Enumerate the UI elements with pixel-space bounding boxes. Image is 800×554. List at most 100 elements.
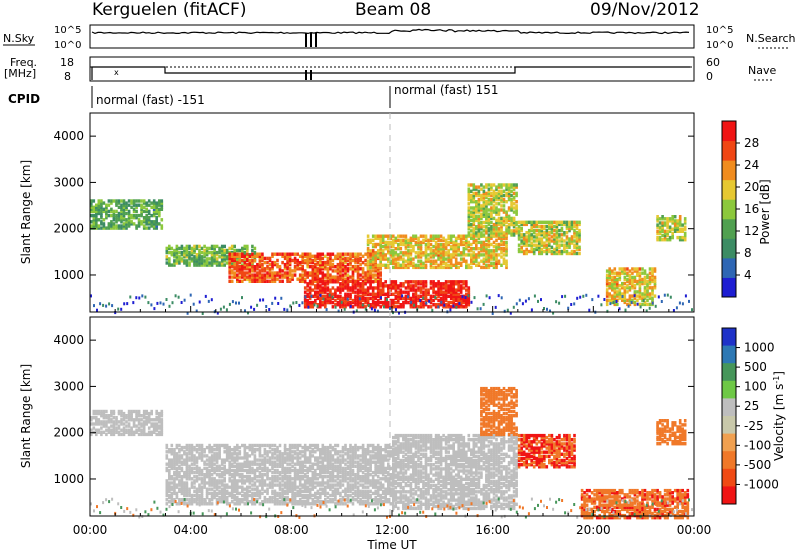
heatmap-cell	[369, 269, 372, 273]
heatmap-cell	[204, 294, 207, 298]
heatmap-cell	[253, 468, 257, 473]
heatmap-cell	[286, 262, 289, 267]
heatmap-cell	[374, 251, 377, 255]
heatmap-cell	[510, 185, 513, 189]
heatmap-cell	[256, 303, 259, 307]
heatmap-cell	[648, 294, 652, 298]
heatmap-cell	[308, 273, 312, 277]
heatmap-cell	[173, 259, 176, 263]
heatmap-cell	[147, 216, 151, 220]
heatmap-cell	[341, 284, 345, 288]
heatmap-cell	[218, 443, 221, 448]
heatmap-cell	[158, 418, 161, 422]
heatmap-cell	[434, 236, 438, 240]
heatmap-cell	[203, 500, 206, 504]
heatmap-cell	[286, 491, 289, 496]
heatmap-cell	[246, 254, 249, 258]
heatmap-cell	[452, 234, 455, 238]
heatmap-cell	[578, 251, 581, 256]
heatmap-cell	[605, 290, 609, 294]
heatmap-cell	[238, 301, 240, 305]
heatmap-cell	[575, 245, 579, 249]
heatmap-cell	[190, 481, 194, 485]
heatmap-cell	[288, 452, 292, 456]
heatmap-cell	[293, 498, 297, 502]
heatmap-cell	[281, 464, 284, 468]
heatmap-cell	[475, 214, 478, 218]
heatmap-cell	[349, 258, 352, 263]
heatmap-cell	[570, 241, 574, 245]
heatmap-cell	[213, 255, 216, 259]
heatmap-cell	[429, 296, 433, 301]
heatmap-cell	[170, 246, 174, 251]
heatmap-cell	[424, 298, 428, 303]
heatmap-cell	[341, 254, 345, 258]
heatmap-cell	[147, 226, 151, 230]
heatmap-cell	[110, 428, 113, 432]
heatmap-cell	[422, 296, 425, 300]
heatmap-cell	[552, 311, 555, 315]
heatmap-cell	[303, 495, 307, 500]
heatmap-cell	[210, 495, 214, 500]
heatmap-cell	[510, 229, 513, 233]
heatmap-cell	[495, 208, 498, 212]
heatmap-cell	[205, 470, 209, 475]
heatmap-cell	[200, 481, 204, 485]
heatmap-cell	[681, 235, 684, 240]
heatmap-cell	[266, 267, 269, 271]
heatmap-cell	[575, 224, 579, 229]
heatmap-cell	[444, 244, 448, 249]
heatmap-cell	[384, 300, 387, 305]
heatmap-cell	[147, 416, 151, 420]
heatmap-cell	[470, 265, 473, 270]
heatmap-cell	[422, 282, 425, 286]
heatmap-cell	[424, 255, 428, 259]
heatmap-cell	[218, 456, 221, 460]
heatmap-cell	[344, 265, 347, 269]
heatmap-cell	[658, 235, 662, 240]
heatmap-cell	[437, 255, 440, 259]
heatmap-cell	[314, 254, 317, 258]
heatmap-cell	[412, 294, 415, 298]
heatmap-cell	[122, 428, 126, 432]
heatmap-cell	[502, 233, 506, 237]
heatmap-cell	[218, 491, 221, 496]
heatmap-cell	[92, 209, 96, 214]
heatmap-cell	[160, 218, 164, 222]
heatmap-cell	[472, 216, 476, 221]
heatmap-cell	[439, 238, 443, 242]
heatmap-cell	[115, 420, 118, 424]
heatmap-cell	[379, 244, 382, 249]
heatmap-cell	[495, 263, 498, 267]
heatmap-cell	[276, 475, 279, 479]
heatmap-cell	[424, 251, 428, 255]
heatmap-cell	[308, 303, 312, 307]
heatmap-cell	[112, 226, 116, 230]
heatmap-cell	[296, 485, 299, 489]
heatmap-cell	[158, 432, 161, 437]
heatmap-cell	[371, 300, 375, 305]
heatmap-cell	[233, 479, 236, 483]
heatmap-cell	[376, 309, 379, 313]
heatmap-cell	[120, 418, 123, 422]
heatmap-cell	[198, 248, 201, 253]
heatmap-cell	[684, 294, 687, 298]
heatmap-cell	[228, 464, 231, 468]
heatmap-cell	[200, 498, 204, 502]
heatmap-cell	[442, 282, 445, 286]
heatmap-cell	[389, 305, 393, 309]
heatmap-cell	[532, 228, 536, 233]
heatmap-cell	[683, 235, 687, 240]
heatmap-cell	[467, 233, 471, 237]
heatmap-cell	[487, 259, 491, 263]
heatmap-cell	[522, 222, 526, 227]
heatmap-cell	[457, 286, 460, 290]
heatmap-cell	[668, 235, 672, 240]
heatmap-cell	[210, 246, 214, 251]
heatmap-cell	[155, 426, 158, 430]
heatmap-cell	[326, 286, 330, 290]
heatmap-cell	[258, 271, 262, 275]
heatmap-cell	[95, 209, 98, 214]
heatmap-cell	[442, 238, 445, 242]
heatmap-cell	[230, 481, 234, 485]
